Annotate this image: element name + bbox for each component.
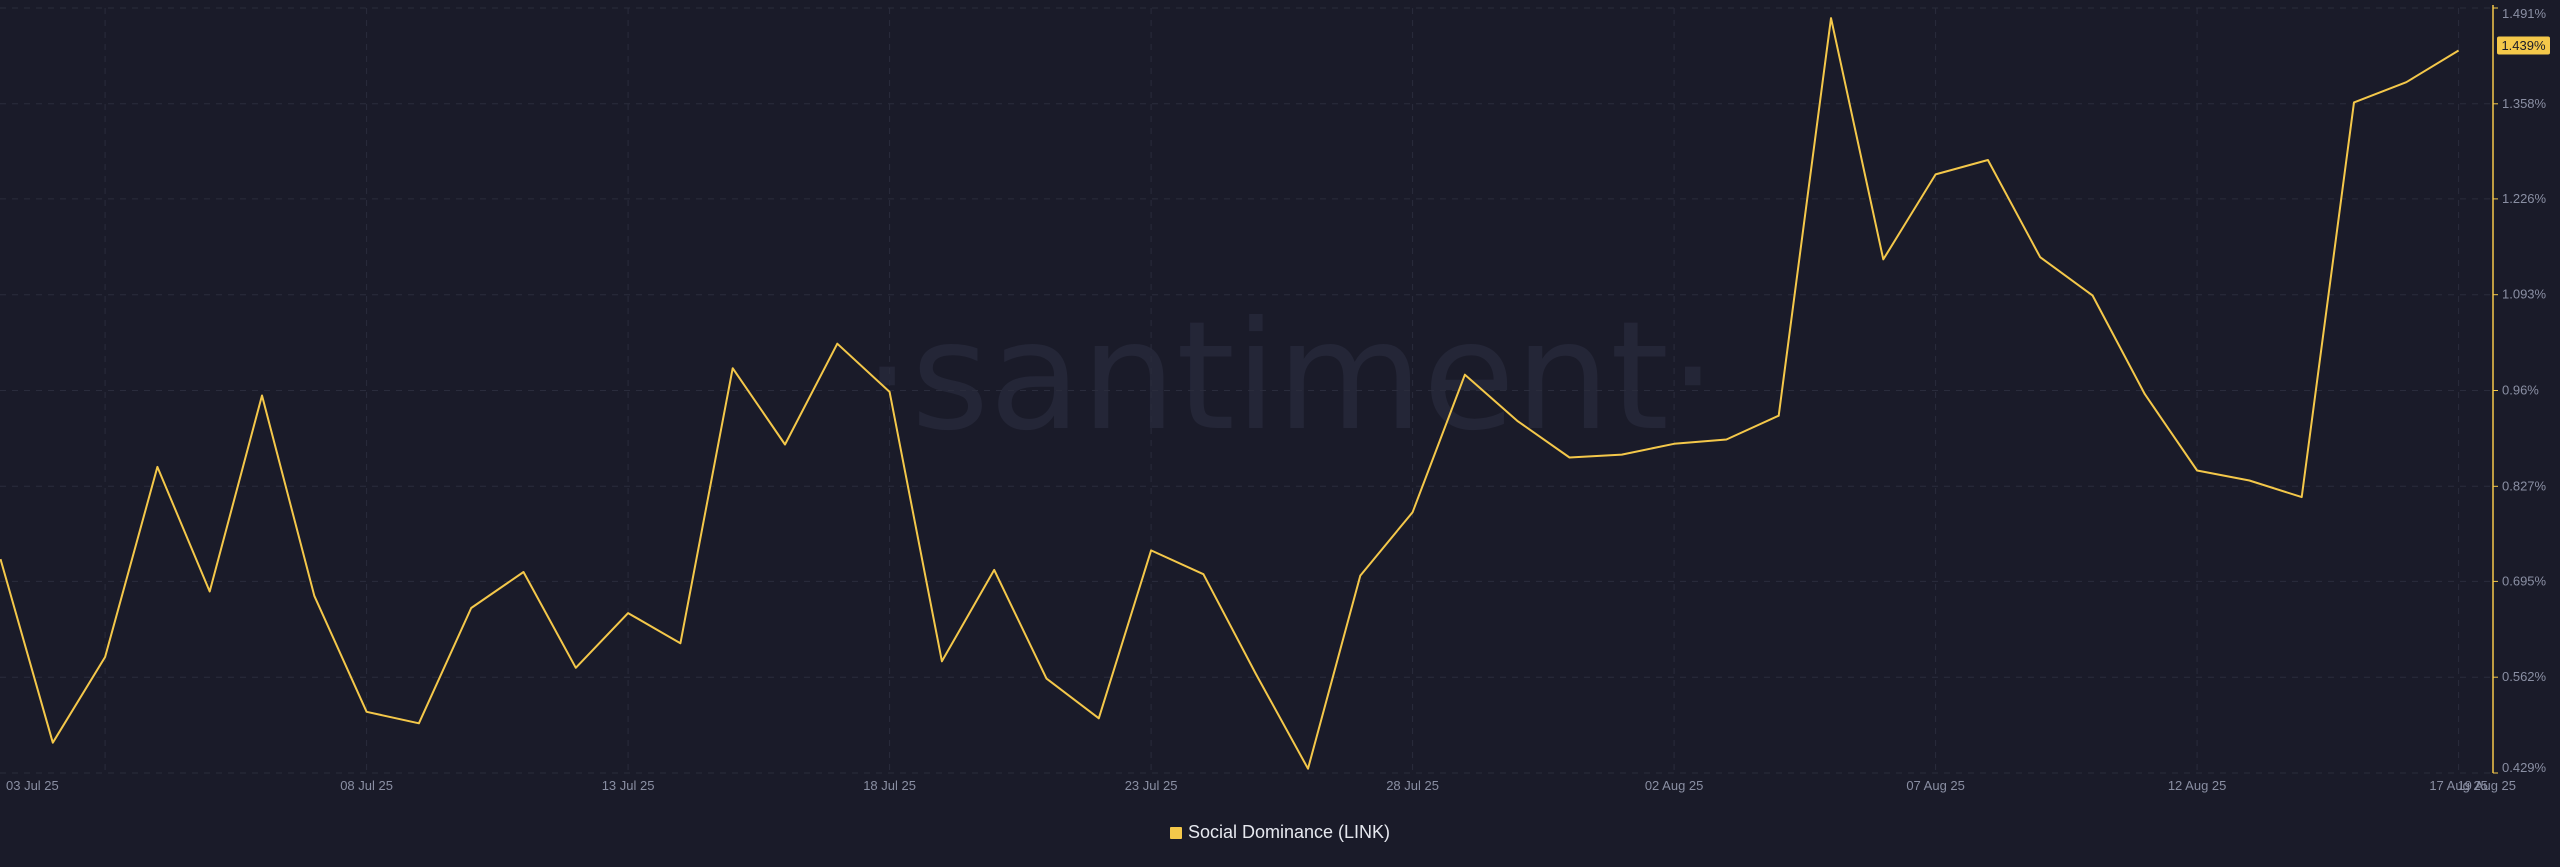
y-tick-label: 0.96% <box>2502 383 2539 398</box>
current-value-badge-bg <box>2497 36 2550 55</box>
current-value-badge: 1.439% <box>2497 36 2550 55</box>
grid <box>0 7 2492 774</box>
legend[interactable]: Social Dominance (LINK) <box>0 822 2560 843</box>
series-line-social-dominance <box>0 17 2460 770</box>
y-tick-label: 1.491% <box>2502 6 2547 21</box>
x-tick-label: 28 Jul 25 <box>1386 778 1439 793</box>
watermark: ·santiment· <box>863 290 1716 464</box>
y-tick-label: 1.226% <box>2502 191 2547 206</box>
y-tick-label: 0.429% <box>2502 760 2547 775</box>
x-tick-label: 17 Aug 25 <box>2429 778 2488 793</box>
x-tick-label: 18 Jul 25 <box>863 778 916 793</box>
y-tick-label: 1.093% <box>2502 287 2547 302</box>
current-value-label: 1.439% <box>2501 38 2546 53</box>
y-tick-label: 0.562% <box>2502 669 2547 684</box>
x-tick-label: 07 Aug 25 <box>1906 778 1965 793</box>
x-tick-label: 19 Aug 25 <box>2457 778 2516 793</box>
x-tick-label: 08 Jul 25 <box>340 778 393 793</box>
y-tick-label: 0.695% <box>2502 573 2547 588</box>
legend-label: Social Dominance (LINK) <box>1187 822 1391 842</box>
axes: 1.491% 1.358% 1.226% 1.093% 0.96% 0.827% 0.695… <box>6 5 2547 793</box>
x-tick-label: 02 Aug 25 <box>1645 778 1704 793</box>
x-tick-label: 12 Aug 25 <box>2168 778 2227 793</box>
legend-swatch <box>1169 827 1182 839</box>
x-tick-label: 03 Jul 25 <box>6 778 59 793</box>
x-tick-label: 23 Jul 25 <box>1125 778 1178 793</box>
y-tick-label: 1.358% <box>2502 96 2547 111</box>
x-tick-label: 13 Jul 25 <box>602 778 655 793</box>
y-tick-label: 0.827% <box>2502 478 2547 493</box>
